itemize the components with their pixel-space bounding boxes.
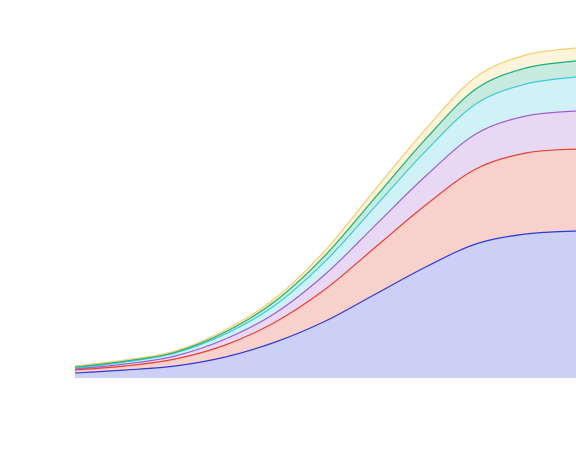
area (75, 111, 576, 370)
area-line (74, 76, 576, 369)
area-line (74, 148, 576, 371)
area (75, 231, 576, 378)
area (75, 77, 576, 369)
area (75, 149, 576, 373)
area-line (74, 230, 576, 374)
area-line (74, 110, 576, 370)
area-line (74, 60, 576, 368)
area-line (74, 47, 576, 367)
